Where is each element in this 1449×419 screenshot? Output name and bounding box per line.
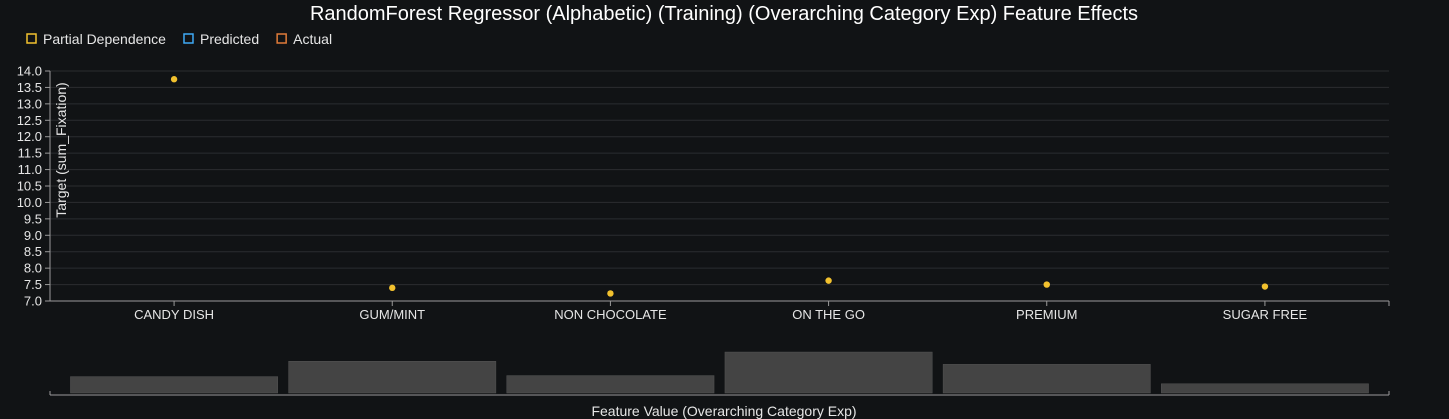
histogram-bars xyxy=(70,351,1369,394)
y-tick-label: 9.5 xyxy=(24,211,42,226)
legend-item[interactable]: Partial Dependence xyxy=(26,31,166,47)
y-tick-label: 10.5 xyxy=(17,179,42,194)
partial-dependence-point[interactable] xyxy=(170,76,178,83)
y-tick-label: 9.0 xyxy=(24,228,42,243)
x-tick-label: SUGAR FREE xyxy=(1223,307,1308,322)
histogram-bar xyxy=(506,375,715,394)
partial-dependence-point[interactable] xyxy=(389,284,396,292)
x-axis-label: Feature Value (Overarching Category Exp) xyxy=(591,403,856,419)
partial-dependence-point[interactable] xyxy=(1261,283,1269,290)
histogram-bar xyxy=(1161,383,1369,394)
x-tick-label: CANDY DISH xyxy=(134,307,214,322)
y-tick-label: 13.0 xyxy=(17,96,42,111)
y-tick-label: 13.5 xyxy=(17,80,42,95)
y-tick-label: 7.5 xyxy=(24,277,42,292)
legend-label: Partial Dependence xyxy=(43,31,166,47)
y-tick-label: 12.0 xyxy=(17,129,42,144)
y-tick-label: 11.0 xyxy=(18,162,42,177)
partial-dependence-point[interactable] xyxy=(825,277,832,284)
y-tick-label: 12.5 xyxy=(17,113,42,128)
x-tick-label: PREMIUM xyxy=(1016,307,1077,322)
legend-label: Predicted xyxy=(200,31,259,47)
x-tick-label: GUM/MINT xyxy=(359,307,425,322)
histogram-bar xyxy=(70,376,278,394)
partial-dependence-point[interactable] xyxy=(1043,281,1050,288)
histogram-bar xyxy=(724,351,933,394)
legend-swatch xyxy=(26,33,37,44)
x-tick-label: ON THE GO xyxy=(792,307,865,322)
legend-label: Actual xyxy=(293,31,332,47)
legend-item[interactable]: Actual xyxy=(276,31,332,47)
y-axis-label: Target (sum_Fixation) xyxy=(53,82,69,217)
x-tick-label: NON CHOCOLATE xyxy=(554,307,667,322)
x-tick-labels: CANDY DISH GUM/MINT NON CHOCOLATE ON THE GO… xyxy=(134,301,1308,322)
y-tick-label: 8.0 xyxy=(24,261,42,276)
histogram-bar xyxy=(942,364,1151,394)
y-tick-label: 11.5 xyxy=(18,146,42,161)
grid-lines xyxy=(50,70,1389,302)
legend[interactable]: Partial Dependence Predicted Actual xyxy=(26,31,332,47)
axes xyxy=(49,71,1390,396)
y-tick-labels: 7.0 7.58.0 8.59.0 9.510.010.5 11.011.5 12.012… xyxy=(17,64,50,309)
legend-swatch xyxy=(276,33,287,44)
y-tick-label: 14.0 xyxy=(17,64,42,79)
histogram-bar xyxy=(288,361,497,394)
partial-dependence-point[interactable] xyxy=(607,290,614,297)
legend-swatch xyxy=(183,33,194,44)
y-tick-label: 7.0 xyxy=(24,294,42,309)
partial-dependence-points[interactable] xyxy=(170,76,1269,297)
legend-item[interactable]: Predicted xyxy=(183,31,259,47)
y-tick-label: 10.0 xyxy=(17,195,42,210)
chart-title: RandomForest Regressor (Alphabetic) (Tra… xyxy=(310,3,1138,25)
y-tick-label: 8.5 xyxy=(24,244,42,259)
